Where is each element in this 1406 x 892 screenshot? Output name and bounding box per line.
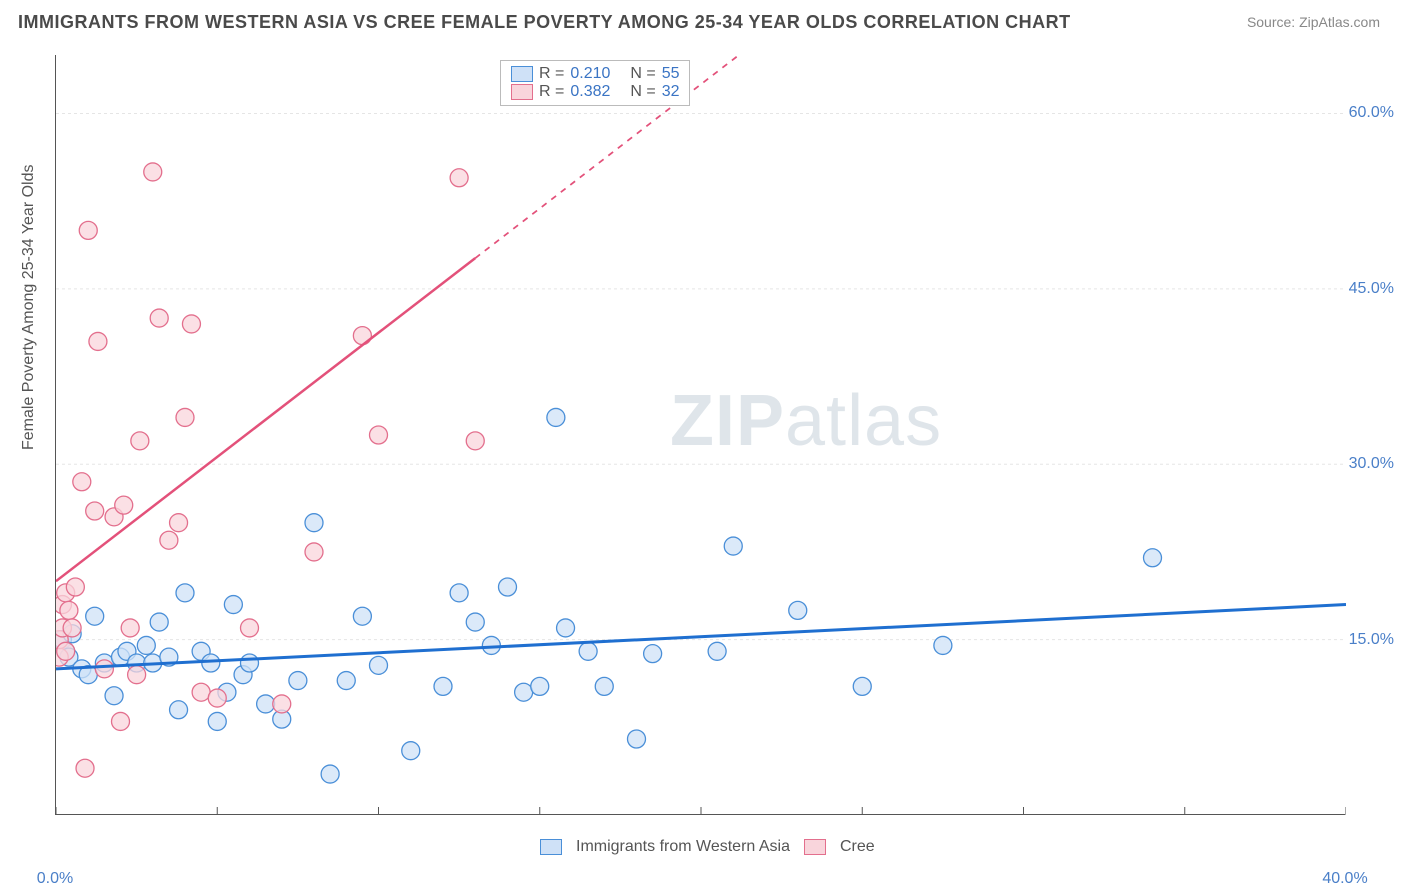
x-tick-label: 40.0% (1322, 870, 1367, 888)
legend-series-label: Immigrants from Western Asia (576, 838, 790, 856)
legend-swatch (804, 839, 826, 855)
chart-container: IMMIGRANTS FROM WESTERN ASIA VS CREE FEM… (0, 0, 1406, 892)
legend-n-label: N = (630, 65, 655, 83)
legend-swatch (511, 84, 533, 100)
legend-correlation-box: R = 0.210 N = 55 R = 0.382 N = 32 (500, 60, 690, 106)
y-tick-label: 60.0% (1349, 104, 1394, 122)
plot-area (55, 55, 1345, 815)
legend-series: Immigrants from Western Asia Cree (540, 838, 875, 856)
y-axis-label: Female Poverty Among 25-34 Year Olds (20, 165, 38, 451)
y-tick-label: 15.0% (1349, 631, 1394, 649)
legend-r-label: R = (539, 65, 564, 83)
legend-n-value: 32 (662, 83, 680, 101)
legend-swatch (540, 839, 562, 855)
legend-r-value: 0.210 (570, 65, 624, 83)
legend-n-label: N = (630, 83, 655, 101)
legend-swatch (511, 66, 533, 82)
legend-r-value: 0.382 (570, 83, 624, 101)
x-tick-label: 0.0% (37, 870, 73, 888)
chart-title: IMMIGRANTS FROM WESTERN ASIA VS CREE FEM… (18, 12, 1071, 33)
legend-correlation-row: R = 0.382 N = 32 (511, 83, 679, 101)
chart-source: Source: ZipAtlas.com (1247, 14, 1380, 30)
y-tick-label: 45.0% (1349, 280, 1394, 298)
legend-correlation-row: R = 0.210 N = 55 (511, 65, 679, 83)
legend-series-label: Cree (840, 838, 875, 856)
y-tick-label: 30.0% (1349, 455, 1394, 473)
plot-svg (56, 55, 1346, 815)
legend-r-label: R = (539, 83, 564, 101)
legend-n-value: 55 (662, 65, 680, 83)
